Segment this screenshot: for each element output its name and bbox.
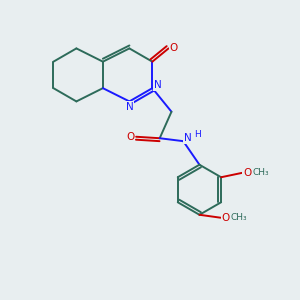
Text: N: N: [125, 102, 133, 112]
Text: N: N: [154, 80, 161, 90]
Text: CH₃: CH₃: [252, 168, 269, 177]
Text: O: O: [243, 168, 251, 178]
Text: N: N: [184, 133, 191, 143]
Text: H: H: [194, 130, 201, 139]
Text: O: O: [170, 44, 178, 53]
Text: CH₃: CH₃: [231, 213, 247, 222]
Text: O: O: [221, 213, 230, 223]
Text: O: O: [126, 132, 134, 142]
